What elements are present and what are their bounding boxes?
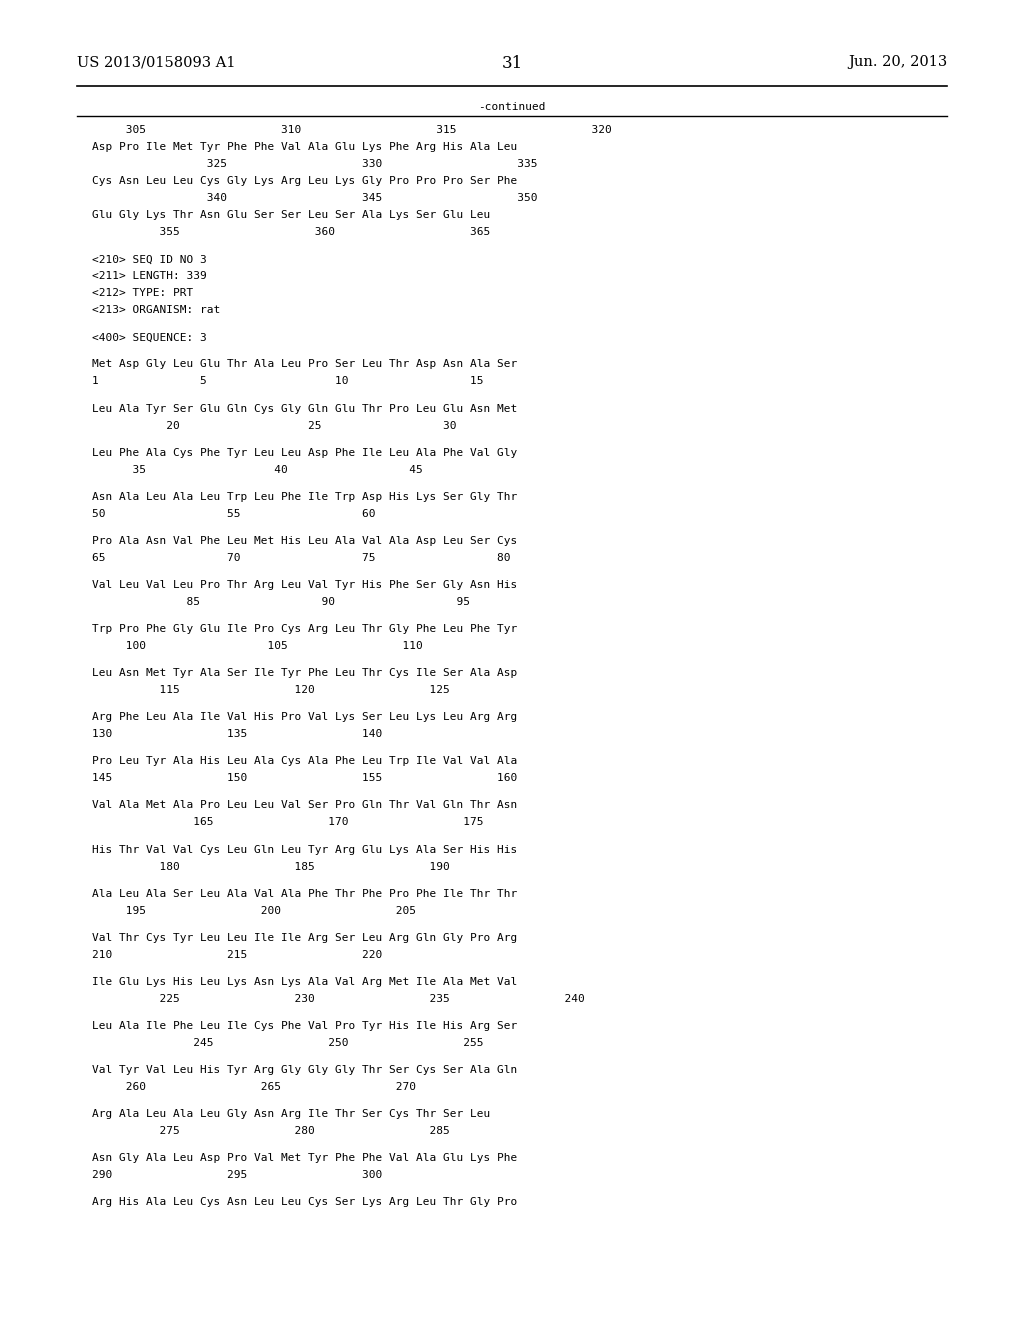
Text: 35                   40                  45: 35 40 45 xyxy=(92,465,423,475)
Text: Trp Pro Phe Gly Glu Ile Pro Cys Arg Leu Thr Gly Phe Leu Phe Tyr: Trp Pro Phe Gly Glu Ile Pro Cys Arg Leu … xyxy=(92,624,517,634)
Text: His Thr Val Val Cys Leu Gln Leu Tyr Arg Glu Lys Ala Ser His His: His Thr Val Val Cys Leu Gln Leu Tyr Arg … xyxy=(92,845,517,854)
Text: Asn Ala Leu Ala Leu Trp Leu Phe Ile Trp Asp His Lys Ser Gly Thr: Asn Ala Leu Ala Leu Trp Leu Phe Ile Trp … xyxy=(92,492,517,502)
Text: Pro Leu Tyr Ala His Leu Ala Cys Ala Phe Leu Trp Ile Val Val Ala: Pro Leu Tyr Ala His Leu Ala Cys Ala Phe … xyxy=(92,756,517,767)
Text: 85                  90                  95: 85 90 95 xyxy=(92,597,470,607)
Text: Leu Ala Ile Phe Leu Ile Cys Phe Val Pro Tyr His Ile His Arg Ser: Leu Ala Ile Phe Leu Ile Cys Phe Val Pro … xyxy=(92,1020,517,1031)
Text: Leu Phe Ala Cys Phe Tyr Leu Leu Asp Phe Ile Leu Ala Phe Val Gly: Leu Phe Ala Cys Phe Tyr Leu Leu Asp Phe … xyxy=(92,447,517,458)
Text: Cys Asn Leu Leu Cys Gly Lys Arg Leu Lys Gly Pro Pro Pro Ser Phe: Cys Asn Leu Leu Cys Gly Lys Arg Leu Lys … xyxy=(92,177,517,186)
Text: Val Thr Cys Tyr Leu Leu Ile Ile Arg Ser Leu Arg Gln Gly Pro Arg: Val Thr Cys Tyr Leu Leu Ile Ile Arg Ser … xyxy=(92,933,517,942)
Text: Val Ala Met Ala Pro Leu Leu Val Ser Pro Gln Thr Val Gln Thr Asn: Val Ala Met Ala Pro Leu Leu Val Ser Pro … xyxy=(92,800,517,810)
Text: Arg Ala Leu Ala Leu Gly Asn Arg Ile Thr Ser Cys Thr Ser Leu: Arg Ala Leu Ala Leu Gly Asn Arg Ile Thr … xyxy=(92,1109,490,1119)
Text: 1               5                   10                  15: 1 5 10 15 xyxy=(92,376,483,387)
Text: 260                 265                 270: 260 265 270 xyxy=(92,1082,416,1092)
Text: 245                 250                 255: 245 250 255 xyxy=(92,1038,483,1048)
Text: Ala Leu Ala Ser Leu Ala Val Ala Phe Thr Phe Pro Phe Ile Thr Thr: Ala Leu Ala Ser Leu Ala Val Ala Phe Thr … xyxy=(92,888,517,899)
Text: Asp Pro Ile Met Tyr Phe Phe Val Ala Glu Lys Phe Arg His Ala Leu: Asp Pro Ile Met Tyr Phe Phe Val Ala Glu … xyxy=(92,143,517,152)
Text: Arg His Ala Leu Cys Asn Leu Leu Cys Ser Lys Arg Leu Thr Gly Pro: Arg His Ala Leu Cys Asn Leu Leu Cys Ser … xyxy=(92,1197,517,1208)
Text: 130                 135                 140: 130 135 140 xyxy=(92,729,382,739)
Text: 195                 200                 205: 195 200 205 xyxy=(92,906,416,916)
Text: <212> TYPE: PRT: <212> TYPE: PRT xyxy=(92,288,194,298)
Text: <211> LENGTH: 339: <211> LENGTH: 339 xyxy=(92,272,207,281)
Text: 325                    330                    335: 325 330 335 xyxy=(92,160,538,169)
Text: 275                 280                 285: 275 280 285 xyxy=(92,1126,450,1137)
Text: 115                 120                 125: 115 120 125 xyxy=(92,685,450,696)
Text: 290                 295                 300: 290 295 300 xyxy=(92,1171,382,1180)
Text: <400> SEQUENCE: 3: <400> SEQUENCE: 3 xyxy=(92,333,207,342)
Text: 31: 31 xyxy=(502,55,522,73)
Text: Glu Gly Lys Thr Asn Glu Ser Ser Leu Ser Ala Lys Ser Glu Leu: Glu Gly Lys Thr Asn Glu Ser Ser Leu Ser … xyxy=(92,210,490,220)
Text: 210                 215                 220: 210 215 220 xyxy=(92,950,382,960)
Text: <213> ORGANISM: rat: <213> ORGANISM: rat xyxy=(92,305,220,315)
Text: 340                    345                    350: 340 345 350 xyxy=(92,193,538,203)
Text: Leu Asn Met Tyr Ala Ser Ile Tyr Phe Leu Thr Cys Ile Ser Ala Asp: Leu Asn Met Tyr Ala Ser Ile Tyr Phe Leu … xyxy=(92,668,517,678)
Text: 225                 230                 235                 240: 225 230 235 240 xyxy=(92,994,585,1003)
Text: 180                 185                 190: 180 185 190 xyxy=(92,862,450,871)
Text: Jun. 20, 2013: Jun. 20, 2013 xyxy=(848,55,947,70)
Text: 20                   25                  30: 20 25 30 xyxy=(92,421,457,430)
Text: Pro Ala Asn Val Phe Leu Met His Leu Ala Val Ala Asp Leu Ser Cys: Pro Ala Asn Val Phe Leu Met His Leu Ala … xyxy=(92,536,517,546)
Text: Leu Ala Tyr Ser Glu Gln Cys Gly Gln Glu Thr Pro Leu Glu Asn Met: Leu Ala Tyr Ser Glu Gln Cys Gly Gln Glu … xyxy=(92,404,517,413)
Text: Asn Gly Ala Leu Asp Pro Val Met Tyr Phe Phe Val Ala Glu Lys Phe: Asn Gly Ala Leu Asp Pro Val Met Tyr Phe … xyxy=(92,1154,517,1163)
Text: Met Asp Gly Leu Glu Thr Ala Leu Pro Ser Leu Thr Asp Asn Ala Ser: Met Asp Gly Leu Glu Thr Ala Leu Pro Ser … xyxy=(92,359,517,370)
Text: 355                    360                    365: 355 360 365 xyxy=(92,227,490,238)
Text: Val Tyr Val Leu His Tyr Arg Gly Gly Gly Thr Ser Cys Ser Ala Gln: Val Tyr Val Leu His Tyr Arg Gly Gly Gly … xyxy=(92,1065,517,1074)
Text: <210> SEQ ID NO 3: <210> SEQ ID NO 3 xyxy=(92,255,207,264)
Text: 305                    310                    315                    320: 305 310 315 320 xyxy=(92,125,612,136)
Text: Val Leu Val Leu Pro Thr Arg Leu Val Tyr His Phe Ser Gly Asn His: Val Leu Val Leu Pro Thr Arg Leu Val Tyr … xyxy=(92,579,517,590)
Text: 65                  70                  75                  80: 65 70 75 80 xyxy=(92,553,511,562)
Text: 50                  55                  60: 50 55 60 xyxy=(92,508,376,519)
Text: US 2013/0158093 A1: US 2013/0158093 A1 xyxy=(77,55,236,70)
Text: 145                 150                 155                 160: 145 150 155 160 xyxy=(92,774,517,783)
Text: Arg Phe Leu Ala Ile Val His Pro Val Lys Ser Leu Lys Leu Arg Arg: Arg Phe Leu Ala Ile Val His Pro Val Lys … xyxy=(92,713,517,722)
Text: Ile Glu Lys His Leu Lys Asn Lys Ala Val Arg Met Ile Ala Met Val: Ile Glu Lys His Leu Lys Asn Lys Ala Val … xyxy=(92,977,517,987)
Text: 100                  105                 110: 100 105 110 xyxy=(92,642,423,651)
Text: -continued: -continued xyxy=(478,102,546,112)
Text: 165                 170                 175: 165 170 175 xyxy=(92,817,483,828)
